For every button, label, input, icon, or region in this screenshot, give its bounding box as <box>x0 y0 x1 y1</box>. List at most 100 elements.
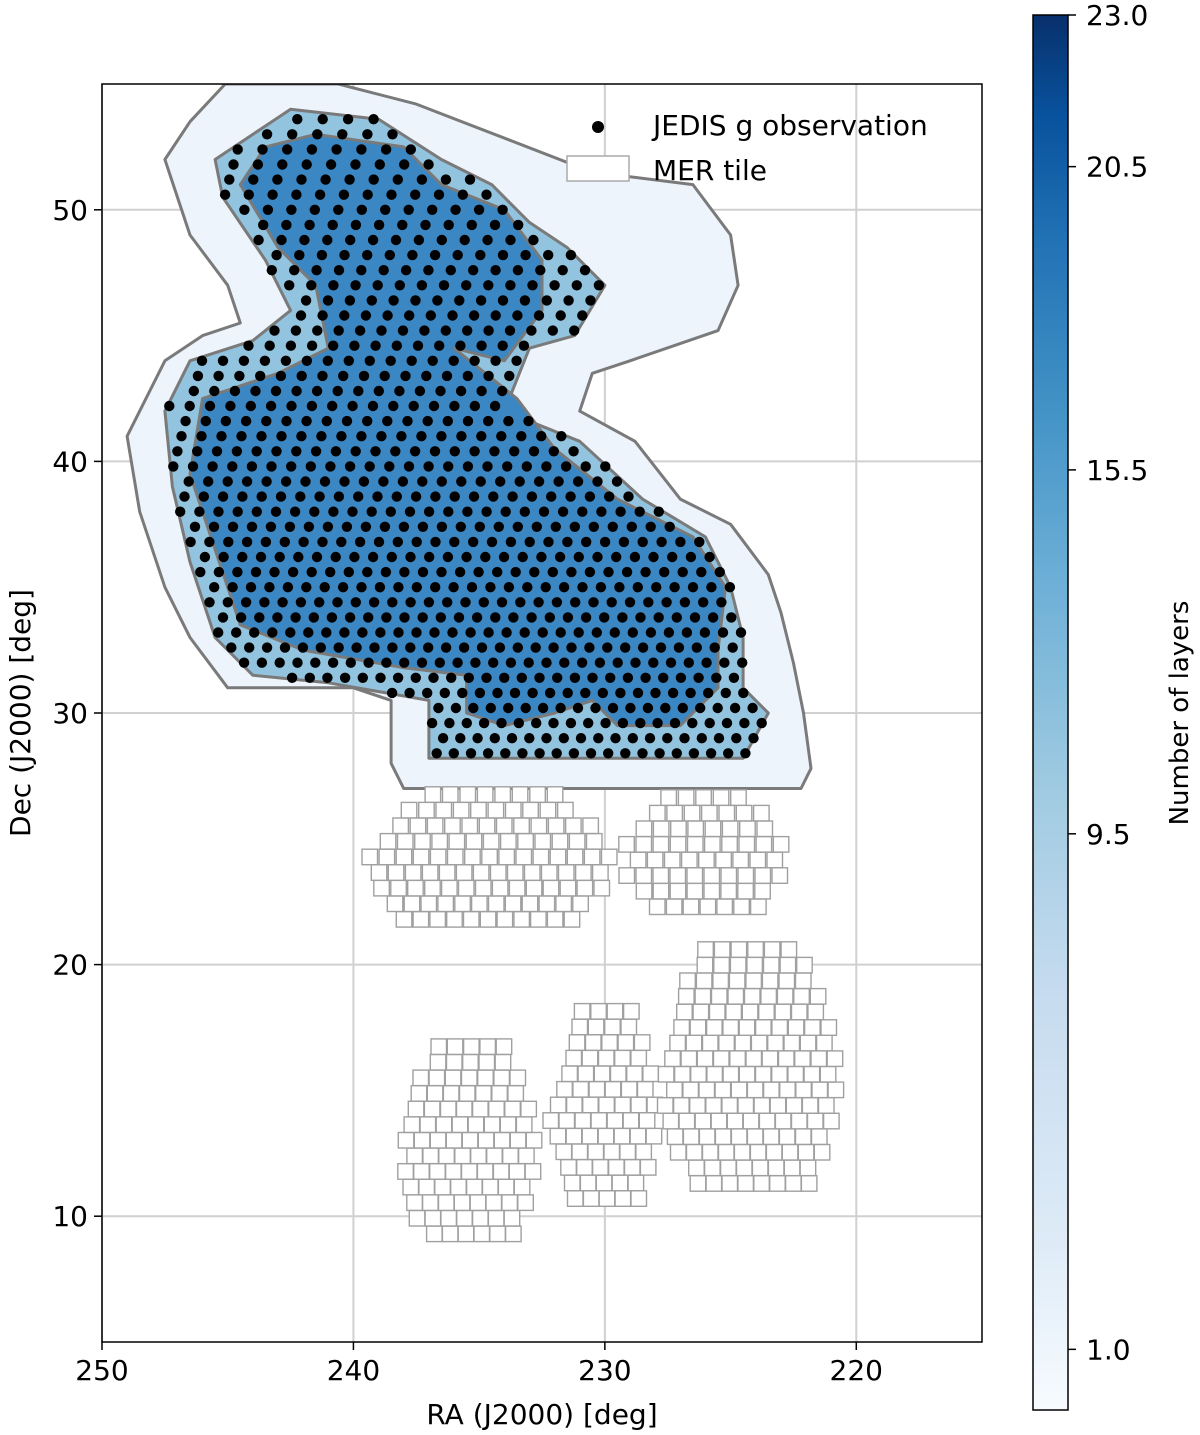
observation-point <box>470 657 481 668</box>
observation-point <box>417 612 428 623</box>
mer-tile <box>672 1096 690 1114</box>
mer-tile <box>787 1019 805 1036</box>
observation-point <box>332 385 343 397</box>
observation-point <box>300 476 311 487</box>
observation-point <box>615 687 626 699</box>
observation-point <box>541 461 552 472</box>
mer-tile <box>424 879 441 897</box>
observation-point <box>209 385 220 397</box>
mer-tile <box>502 1147 519 1165</box>
observation-point <box>373 385 384 397</box>
y-tick-label: 50 <box>52 194 88 227</box>
observation-point <box>577 310 588 321</box>
mer-tile <box>710 987 728 1005</box>
mer-tile <box>494 1053 512 1071</box>
observation-point <box>643 597 654 608</box>
mer-tile <box>460 1069 478 1087</box>
observation-point <box>729 702 741 714</box>
observation-point <box>427 355 438 366</box>
observation-point <box>256 491 267 502</box>
observation-point <box>724 582 736 593</box>
observation-point <box>640 566 651 578</box>
observation-point <box>568 748 580 759</box>
observation-point <box>515 597 526 608</box>
observation-point <box>673 642 685 653</box>
observation-point <box>276 431 287 442</box>
observation-point <box>306 280 317 291</box>
mer-tile <box>479 910 497 928</box>
observation-point <box>720 687 731 699</box>
observation-point <box>748 733 759 744</box>
observation-point <box>559 657 570 668</box>
mer-tile <box>765 1143 783 1161</box>
mer-tile <box>686 882 704 900</box>
observation-point <box>375 627 386 638</box>
observation-point <box>615 506 626 517</box>
mer-tile <box>495 1038 513 1056</box>
mer-tile <box>769 1096 787 1114</box>
mer-tile <box>758 1003 775 1021</box>
observation-point <box>343 355 354 366</box>
observation-point <box>565 717 577 729</box>
observation-point <box>234 370 245 382</box>
observation-point <box>592 551 603 563</box>
observation-point <box>644 733 656 744</box>
observation-point <box>343 566 354 578</box>
observation-point <box>580 687 591 699</box>
mer-tile <box>794 1128 812 1146</box>
observation-point <box>588 597 599 608</box>
mer-tile <box>746 1081 764 1099</box>
observation-point <box>580 612 592 623</box>
observation-point <box>696 566 707 578</box>
mer-tile <box>737 867 755 884</box>
observation-point <box>508 612 519 623</box>
observation-point <box>204 400 216 412</box>
mer-tile <box>418 1178 436 1196</box>
mer-tile <box>408 1209 426 1227</box>
observation-point <box>285 340 297 351</box>
observation-point <box>556 431 567 442</box>
mer-tile <box>444 1069 462 1087</box>
observation-point <box>245 400 256 412</box>
observation-point <box>213 370 224 382</box>
observation-point <box>568 446 579 457</box>
mer-tile <box>412 910 430 928</box>
observation-point <box>282 144 293 155</box>
observation-point <box>379 521 391 532</box>
observation-point <box>368 174 379 185</box>
observation-point <box>557 506 569 517</box>
observation-point <box>416 280 428 291</box>
mer-tile <box>431 832 449 850</box>
observation-point <box>618 536 630 548</box>
mer-tile <box>769 1174 786 1192</box>
observation-point <box>500 748 511 759</box>
mer-tile <box>601 1034 618 1052</box>
observation-point <box>727 642 738 653</box>
observation-point <box>231 446 243 457</box>
observation-point <box>200 415 211 427</box>
observation-point <box>333 265 345 276</box>
mer-tile <box>462 1053 479 1071</box>
observation-point <box>450 204 461 215</box>
observation-point <box>648 657 659 668</box>
mer-tile <box>426 1084 444 1102</box>
mer-tile <box>712 789 730 806</box>
mer-tile <box>703 1159 721 1177</box>
mer-tile <box>509 1131 527 1149</box>
observation-point <box>472 733 483 744</box>
mer-tile <box>778 1128 796 1146</box>
observation-point <box>298 536 309 548</box>
mer-tile <box>435 801 453 819</box>
observation-point <box>291 385 302 397</box>
observation-point <box>503 415 514 427</box>
observation-point <box>315 642 326 653</box>
observation-point <box>280 476 292 487</box>
mer-tile <box>696 956 714 974</box>
observation-point <box>286 672 298 683</box>
observation-point <box>314 189 326 200</box>
mer-tile <box>722 1065 740 1083</box>
mer-tile <box>412 1069 430 1087</box>
mer-tile <box>487 1209 505 1227</box>
observation-point <box>204 536 215 548</box>
observation-point <box>707 612 719 623</box>
